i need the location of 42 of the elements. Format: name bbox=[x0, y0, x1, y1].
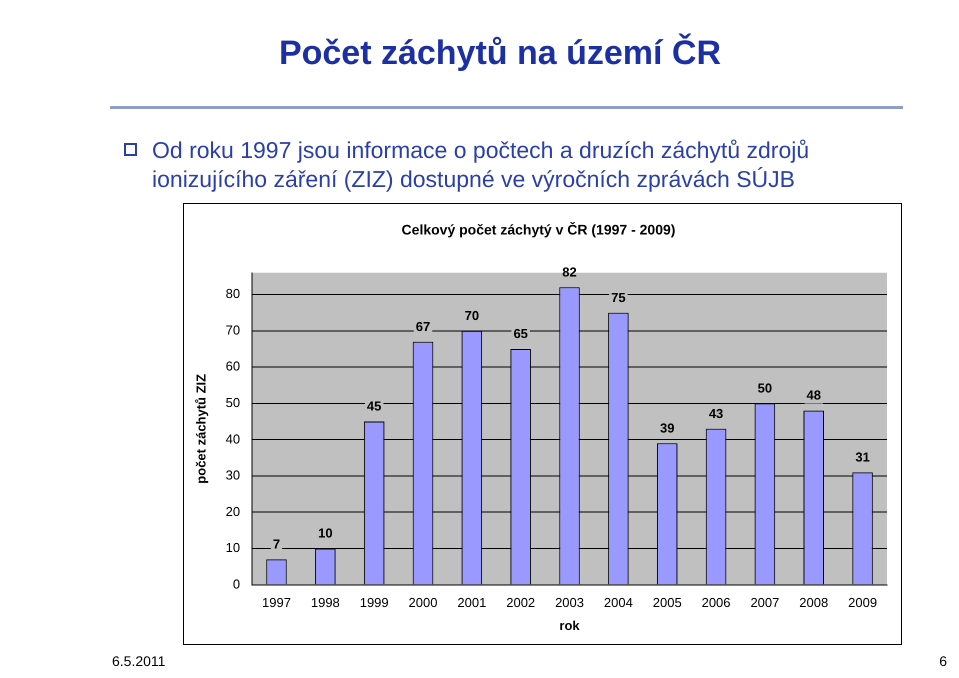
x-tick-label: 2004 bbox=[604, 595, 633, 610]
y-tick-label: 10 bbox=[226, 540, 240, 556]
x-tick-label: 2003 bbox=[555, 595, 584, 610]
x-tick-label: 2008 bbox=[799, 595, 828, 610]
text: 6.5.2011 bbox=[112, 653, 166, 669]
x-tick-label: 2002 bbox=[506, 595, 536, 610]
x-tick-label: 2006 bbox=[702, 595, 731, 610]
data-label: 10 bbox=[318, 526, 333, 541]
x-tick-label: 2005 bbox=[652, 595, 682, 610]
x-tick-label: 2009 bbox=[848, 595, 878, 610]
text: Od roku 1997 jsou informace o počtech a druzích záchytů zdrojů ionizujícího záření (ZIZ) dostupné ve výročních zprávách SÚJB bbox=[152, 136, 810, 194]
data-label: 45 bbox=[366, 398, 382, 414]
x-tick-label: 2007 bbox=[750, 595, 780, 610]
data-label: 31 bbox=[855, 449, 870, 464]
y-tick-label: 70 bbox=[226, 322, 240, 338]
data-label: 70 bbox=[464, 308, 480, 323]
y-tick-label: 40 bbox=[226, 431, 240, 446]
data-label: 75 bbox=[611, 290, 626, 305]
x-tick-label: 1999 bbox=[360, 595, 389, 610]
data-label: 48 bbox=[806, 388, 821, 403]
data-label: 82 bbox=[562, 264, 577, 280]
x-tick-label: 2000 bbox=[408, 595, 438, 610]
x-tick-label: 1997 bbox=[262, 595, 291, 610]
x-tick-label: 2001 bbox=[457, 595, 486, 610]
y-tick-label: 60 bbox=[226, 358, 240, 374]
data-label: 65 bbox=[513, 326, 528, 342]
data-label: 67 bbox=[416, 318, 430, 334]
y-tick-label: 50 bbox=[226, 394, 240, 410]
y-tick-label: 30 bbox=[226, 468, 240, 483]
x-tick-label: 1998 bbox=[310, 595, 340, 610]
chart-subtitle: Počet záchytů na území ČR bbox=[278, 34, 722, 73]
y-tick-label: 20 bbox=[226, 504, 240, 519]
x-axis-title: rok bbox=[559, 618, 580, 633]
y-axis-title: počet záchytů ZIZ bbox=[193, 374, 208, 484]
data-label: 7 bbox=[272, 536, 280, 552]
y-tick-label: 80 bbox=[226, 286, 240, 302]
y-tick-label: 0 bbox=[232, 576, 240, 592]
data-label: 50 bbox=[758, 380, 772, 396]
chart-title: Celkový počet záchytý v ČR (1997 - 2009) bbox=[402, 221, 676, 238]
data-label: 43 bbox=[708, 406, 724, 421]
data-label: 39 bbox=[660, 420, 674, 436]
text: 6 bbox=[939, 653, 947, 669]
